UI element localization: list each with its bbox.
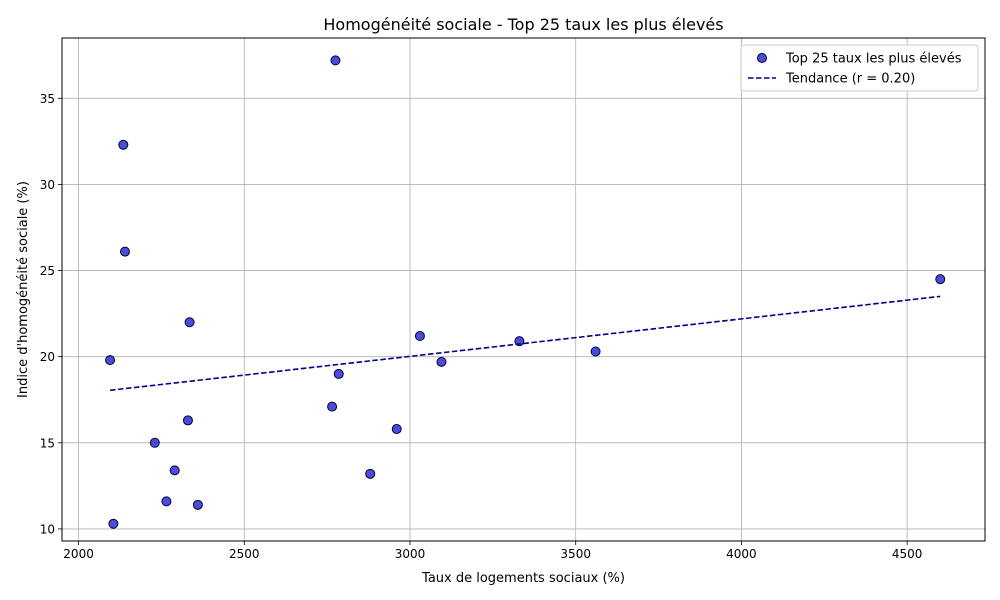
y-tick-label: 15 bbox=[40, 436, 55, 450]
legend-scatter-marker bbox=[757, 53, 767, 63]
data-point bbox=[935, 274, 946, 285]
plot-frame bbox=[61, 37, 986, 542]
x-tick-label: 2000 bbox=[63, 547, 94, 561]
data-point bbox=[161, 496, 172, 507]
data-point bbox=[108, 518, 119, 529]
data-point bbox=[192, 499, 203, 510]
data-point bbox=[184, 317, 195, 328]
x-axis-ticks: 2000 2500 3000 3500 4000 4500 bbox=[63, 541, 922, 561]
data-point bbox=[365, 468, 376, 479]
data-points bbox=[105, 55, 946, 529]
y-tick-label: 10 bbox=[40, 522, 55, 536]
data-point bbox=[333, 368, 344, 379]
data-point bbox=[327, 401, 338, 412]
grid bbox=[62, 38, 985, 541]
data-point bbox=[414, 331, 425, 342]
data-point bbox=[514, 336, 525, 347]
legend-trend-label: Tendance (r = 0.20) bbox=[785, 72, 915, 87]
x-axis-label: Taux de logements sociaux (%) bbox=[421, 571, 625, 586]
x-tick-label: 4000 bbox=[726, 547, 757, 561]
legend-box bbox=[740, 44, 979, 92]
data-point bbox=[182, 415, 193, 426]
trend-line-group bbox=[109, 295, 941, 392]
y-tick-label: 35 bbox=[40, 92, 55, 106]
y-axis-label: Indice d'homogénéité sociale (%) bbox=[16, 181, 31, 398]
y-tick-label: 25 bbox=[40, 264, 55, 278]
y-tick-label: 30 bbox=[40, 178, 55, 192]
x-tick-label: 3000 bbox=[395, 547, 426, 561]
data-point bbox=[105, 355, 116, 366]
data-point bbox=[590, 346, 601, 357]
data-point bbox=[330, 55, 341, 66]
trend-line bbox=[109, 295, 941, 392]
y-axis-ticks: 10 15 20 25 30 35 bbox=[40, 92, 62, 536]
x-tick-label: 2500 bbox=[229, 547, 260, 561]
data-point bbox=[436, 356, 447, 367]
x-tick-label: 3500 bbox=[560, 547, 591, 561]
chart-title: Homogénéité sociale - Top 25 taux les pl… bbox=[323, 15, 723, 34]
legend: Top 25 taux les plus élevés Tendance (r … bbox=[740, 44, 979, 92]
data-point bbox=[118, 139, 129, 150]
x-tick-label: 4500 bbox=[892, 547, 923, 561]
data-point bbox=[149, 437, 160, 448]
data-point bbox=[169, 465, 180, 476]
y-tick-label: 20 bbox=[40, 350, 55, 364]
data-point bbox=[119, 246, 130, 257]
legend-scatter-label: Top 25 taux les plus élevés bbox=[785, 52, 962, 67]
data-point bbox=[391, 424, 402, 435]
